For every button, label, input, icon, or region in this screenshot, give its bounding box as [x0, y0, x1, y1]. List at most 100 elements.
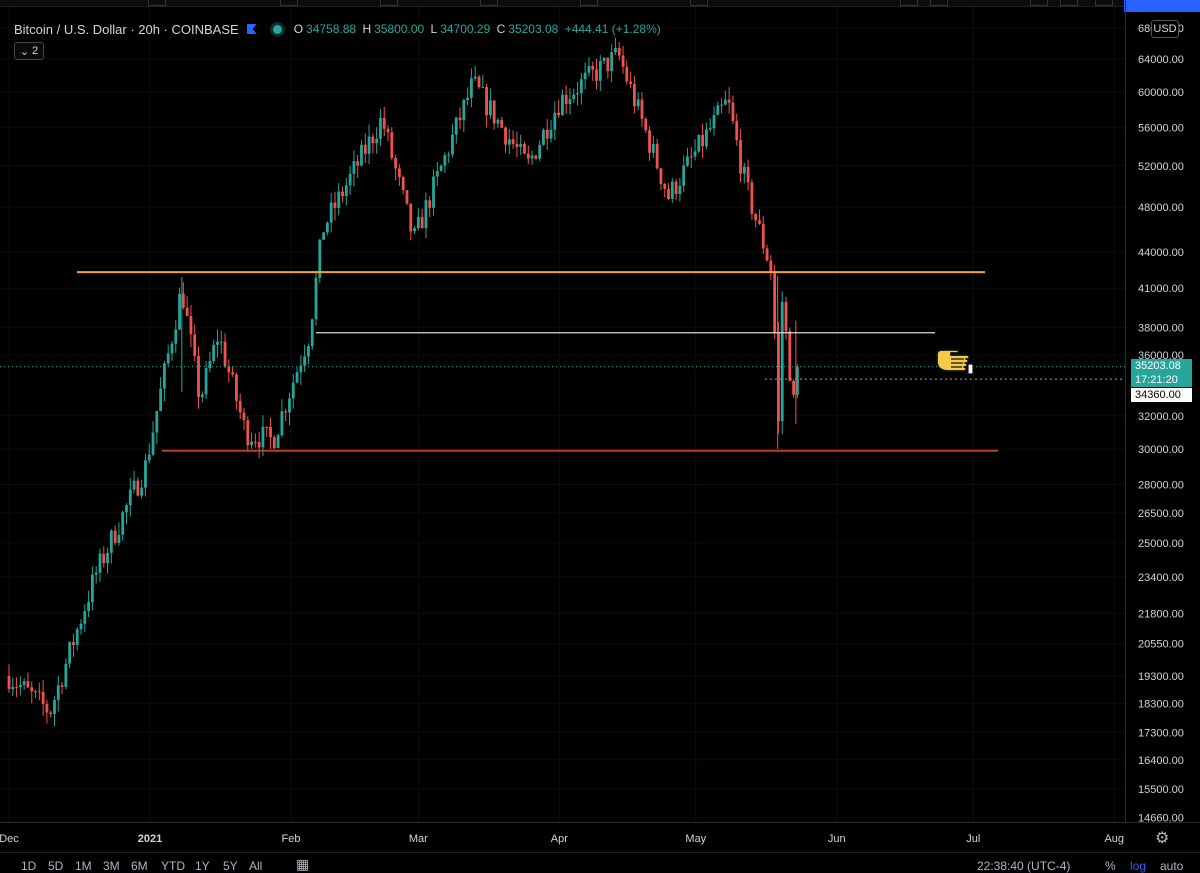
toolbar-button[interactable]: [580, 0, 598, 6]
candle-body: [560, 94, 564, 116]
currency-selector[interactable]: USD: [1151, 20, 1179, 38]
price-tick-label: 60000.00: [1138, 87, 1184, 99]
candle-body: [435, 170, 439, 177]
gear-icon[interactable]: ⚙: [1155, 830, 1170, 847]
clock[interactable]: 22:38:40 (UTC-4): [977, 859, 1071, 873]
toolbar-button[interactable]: [1060, 0, 1078, 6]
candle-body: [390, 132, 394, 158]
candle-body: [610, 52, 614, 72]
range-1d[interactable]: 1D: [21, 859, 37, 873]
candle-body: [318, 239, 322, 278]
symbol-title[interactable]: Bitcoin / U.S. Dollar · 20h · COINBASE: [14, 21, 239, 37]
range-3m[interactable]: 3M: [103, 859, 120, 873]
candle-body: [178, 293, 181, 330]
candle-body: [7, 676, 11, 690]
toolbar-button[interactable]: [1030, 0, 1048, 6]
candle-body: [75, 629, 79, 646]
toolbar-button[interactable]: [148, 0, 166, 6]
candle-body: [375, 138, 379, 144]
time-axis[interactable]: Dec 2021 Feb Mar Apr May Jun Jul Aug: [0, 833, 1124, 845]
candle-body: [30, 687, 34, 692]
range-ytd[interactable]: YTD: [161, 859, 185, 873]
symbol-legend[interactable]: Bitcoin / U.S. Dollar · 20h · COINBASE O…: [14, 20, 664, 38]
candle-body: [659, 168, 663, 184]
indicators-toggle[interactable]: ⌄ 2: [14, 42, 44, 60]
range-5d[interactable]: 5D: [48, 859, 64, 873]
time-tick-label: Dec: [0, 833, 19, 845]
candle-body: [579, 79, 583, 94]
range-5y[interactable]: 5Y: [223, 859, 238, 873]
toolbar-button[interactable]: [1095, 0, 1113, 6]
range-1m[interactable]: 1M: [75, 859, 92, 873]
drawn-level-lines[interactable]: [0, 271, 1125, 452]
candle-body: [87, 602, 90, 612]
candle-body: [204, 368, 208, 395]
candle-body: [276, 435, 280, 449]
candle-body: [189, 315, 193, 335]
range-1y[interactable]: 1Y: [195, 859, 210, 873]
candle-body: [621, 55, 625, 67]
price-tick-label: 64000.00: [1138, 54, 1184, 66]
candle-body: [549, 129, 553, 139]
candle-body: [136, 480, 140, 496]
candle-body: [363, 144, 367, 154]
candle-body: [303, 356, 307, 366]
range-6m[interactable]: 6M: [131, 859, 148, 873]
candle-body: [235, 374, 238, 401]
candle-body: [420, 216, 424, 229]
candle-body: [394, 157, 398, 169]
candle-body: [113, 530, 117, 544]
candle-body: [155, 411, 159, 433]
candle-body: [371, 136, 375, 144]
candle-body: [640, 99, 644, 119]
candle-body: [382, 117, 386, 129]
candle-body: [34, 691, 37, 693]
candle-body: [485, 87, 488, 116]
price-tick-label: 19300.00: [1138, 671, 1184, 683]
crosshair-price-tag: 34360.00: [1131, 388, 1192, 402]
candle-body: [735, 121, 739, 141]
price-change: +444.41 (+1.28%): [564, 22, 661, 36]
price-tick-label: 25000.00: [1138, 538, 1184, 550]
price-tick-label: 48000.00: [1138, 202, 1184, 214]
candle-body: [470, 78, 473, 98]
candle-body: [754, 213, 758, 221]
candle-body: [367, 136, 371, 154]
candle-body: [682, 165, 686, 186]
candle-body: [568, 99, 572, 105]
publish-button[interactable]: [1124, 0, 1200, 12]
candle-body: [765, 248, 769, 261]
toolbar-button[interactable]: [900, 0, 918, 6]
candle-body: [515, 143, 519, 147]
toolbar-button[interactable]: [480, 0, 498, 6]
toolbar-button[interactable]: [930, 0, 948, 6]
pointing-hand-icon: [936, 349, 974, 375]
candle-body: [792, 380, 795, 395]
time-tick-label: Jul: [966, 833, 980, 845]
log-scale-toggle[interactable]: log: [1130, 859, 1147, 873]
candle-body: [329, 202, 333, 223]
auto-scale-toggle[interactable]: auto: [1160, 859, 1184, 873]
candle-body: [26, 681, 30, 688]
candle-body: [716, 105, 720, 115]
price-axis[interactable]: 68000.0064000.0060000.0056000.0052000.00…: [1138, 23, 1184, 825]
candle-body: [121, 512, 125, 535]
percent-scale-toggle[interactable]: %: [1105, 859, 1116, 873]
range-all[interactable]: All: [249, 859, 263, 873]
toolbar-button[interactable]: [380, 0, 398, 6]
candle-body: [174, 329, 178, 344]
candle-body: [708, 128, 712, 130]
candle-body: [583, 72, 587, 80]
candle-body: [37, 691, 41, 693]
candle-body: [500, 119, 504, 128]
candle-body: [712, 114, 716, 129]
toolbar-button[interactable]: [690, 0, 708, 6]
price-tick-label: 20550.00: [1138, 639, 1184, 651]
time-scale-border: [0, 822, 1200, 823]
candle-body: [238, 400, 242, 413]
candle-body: [352, 161, 356, 174]
calendar-icon[interactable]: ▦: [296, 856, 310, 872]
flag-icon[interactable]: [246, 24, 257, 34]
toolbar-button[interactable]: [280, 0, 298, 6]
